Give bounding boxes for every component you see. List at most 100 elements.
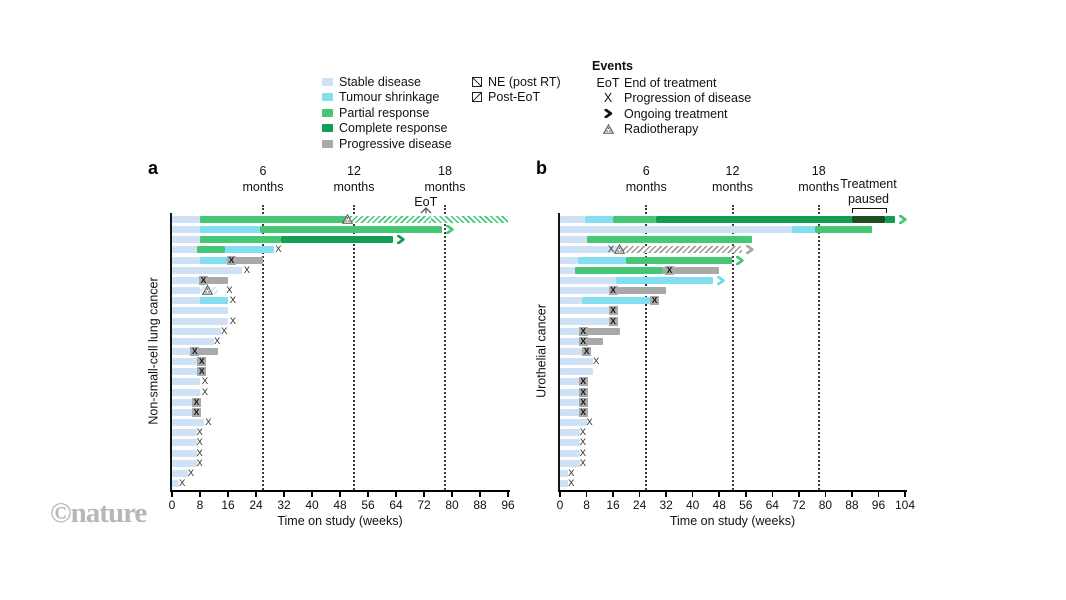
bar-segment-tumour-shrinkage bbox=[224, 246, 274, 254]
legend-events: Events EoT End of treatment X Progression o… bbox=[592, 59, 751, 137]
radiotherapy-icon bbox=[341, 213, 353, 224]
radiotherapy-icon bbox=[201, 284, 213, 295]
bar-segment-stable-disease bbox=[560, 276, 617, 284]
bar-segment-complete-response bbox=[280, 236, 393, 244]
legend-swatch bbox=[322, 93, 333, 102]
ongoing-treatment-arrow-icon bbox=[716, 275, 725, 286]
progression-x-marker: X bbox=[578, 386, 588, 397]
x-axis-tick-label: 64 bbox=[389, 498, 403, 512]
event-item-label: Ongoing treatment bbox=[624, 106, 728, 121]
bar-segment-stable-disease bbox=[560, 337, 580, 345]
x-axis-tick-label: 8 bbox=[583, 498, 590, 512]
bar-segment-stable-disease bbox=[172, 216, 200, 223]
progression-x-marker: X bbox=[192, 396, 201, 407]
progression-x-marker: X bbox=[196, 437, 203, 449]
panel-letter: a bbox=[148, 158, 159, 178]
bar-segment-stable-disease bbox=[172, 276, 200, 284]
bar-segment-stable-disease bbox=[560, 378, 580, 386]
progression-x-marker: X bbox=[578, 325, 588, 336]
month-reference-line bbox=[731, 205, 734, 490]
bar-segment-partial-response bbox=[200, 216, 347, 223]
x-axis-tick bbox=[585, 491, 588, 497]
ongoing-treatment-arrow-icon bbox=[396, 234, 405, 245]
bar-segment-progressive-disease bbox=[193, 348, 218, 355]
legend-item-3: Complete response bbox=[322, 121, 452, 137]
legend-item-0: Stable disease bbox=[322, 74, 452, 90]
bar-segment-partial-response bbox=[815, 226, 872, 234]
month-line-word: months bbox=[333, 180, 375, 194]
x-axis-tick-label: 40 bbox=[305, 498, 319, 512]
legend-item-label: Tumour shrinkage bbox=[339, 90, 440, 105]
bar-segment-stable-disease bbox=[172, 449, 197, 457]
events-legend-items: EoT End of treatment X Progression of disea… bbox=[592, 75, 752, 137]
bar-segment-stable-disease bbox=[172, 388, 200, 396]
x-axis-tick-label: 56 bbox=[361, 498, 375, 512]
progression-x-marker: X bbox=[607, 244, 615, 256]
x-axis-tick-label: 16 bbox=[221, 498, 235, 512]
hatch-swatch-icon bbox=[472, 76, 482, 87]
progression-x-marker: X bbox=[179, 478, 186, 489]
x-axis-tick bbox=[479, 491, 481, 497]
legend-item-1: Tumour shrinkage bbox=[322, 90, 452, 106]
x-axis-tick-label: 56 bbox=[739, 498, 753, 512]
progression-x-marker: X bbox=[568, 478, 575, 489]
bar-segment-stable-disease bbox=[560, 429, 580, 437]
x-axis-line bbox=[170, 490, 510, 492]
bar-segment-stable-disease bbox=[560, 408, 580, 416]
progression-x-marker: X bbox=[579, 447, 587, 459]
month-reference-line bbox=[262, 205, 264, 490]
bar-segment-stable-disease bbox=[560, 307, 610, 315]
bar-segment-tumour-shrinkage bbox=[578, 256, 627, 264]
bar-segment-stable-disease bbox=[560, 317, 610, 325]
panel-letter: b bbox=[536, 158, 547, 178]
progression-x-marker: X bbox=[201, 386, 209, 398]
bar-segment-stable-disease bbox=[172, 256, 200, 264]
progression-x-marker: X bbox=[221, 325, 228, 337]
ongoing-treatment-arrow-icon bbox=[736, 255, 745, 266]
x-axis-tick bbox=[171, 491, 173, 497]
legend-swatch bbox=[322, 77, 333, 86]
x-axis-tick-label: 88 bbox=[845, 498, 859, 512]
progression-x-marker: X bbox=[197, 356, 207, 367]
bar-segment-partial-response bbox=[259, 226, 442, 234]
bar-segment-stable-disease bbox=[172, 408, 195, 416]
bar-segment-stable-disease bbox=[172, 348, 193, 355]
bar-segment-stable-disease bbox=[560, 287, 610, 295]
progression-x-marker: X bbox=[196, 447, 203, 459]
y-axis-line bbox=[558, 213, 560, 490]
progression-x-marker: X bbox=[579, 457, 587, 469]
y-axis-line bbox=[170, 213, 172, 490]
ongoing-treatment-arrow-icon bbox=[445, 224, 454, 235]
x-axis-tick-label: 80 bbox=[445, 498, 459, 512]
x-axis-tick-label: 96 bbox=[501, 498, 515, 512]
bar-segment-stable-disease bbox=[172, 317, 228, 325]
legend-swatch bbox=[322, 139, 333, 148]
progression-x-marker: X bbox=[578, 396, 588, 407]
progression-x-marker: X bbox=[199, 274, 208, 285]
month-line-word: months bbox=[424, 180, 466, 194]
bar-segment-progressive-disease bbox=[200, 276, 228, 284]
progression-x-marker: X bbox=[608, 285, 618, 296]
x-axis-tick-label: 40 bbox=[686, 498, 700, 512]
x-axis-tick bbox=[718, 491, 720, 497]
bar-segment-stable-disease bbox=[560, 480, 569, 487]
bar-segment-progressive-disease bbox=[579, 327, 620, 335]
month-line-number: 6 bbox=[259, 164, 267, 178]
x-axis-tick bbox=[771, 491, 774, 497]
progression-x-marker: X bbox=[229, 295, 237, 307]
ongoing-treatment-arrow-icon bbox=[746, 244, 755, 255]
progression-x-marker: X bbox=[578, 406, 588, 417]
progression-x-marker: X bbox=[196, 427, 203, 439]
x-axis-tick-label: 24 bbox=[249, 498, 263, 512]
bar-segment-tumour-shrinkage bbox=[200, 226, 260, 234]
progression-x-marker: X bbox=[201, 376, 209, 388]
bar-segment-stable-disease bbox=[560, 297, 582, 305]
progression-x-marker: X bbox=[192, 406, 201, 417]
progression-x-marker: X bbox=[579, 427, 587, 439]
treatment-paused-label: Treatment paused bbox=[840, 177, 897, 206]
bar-segment-stable-disease bbox=[560, 398, 580, 406]
progression-x-marker: X bbox=[608, 305, 618, 316]
bar-segment-partial-response bbox=[613, 216, 657, 223]
month-reference-line bbox=[645, 205, 648, 490]
eot-caret-icon bbox=[420, 207, 432, 214]
